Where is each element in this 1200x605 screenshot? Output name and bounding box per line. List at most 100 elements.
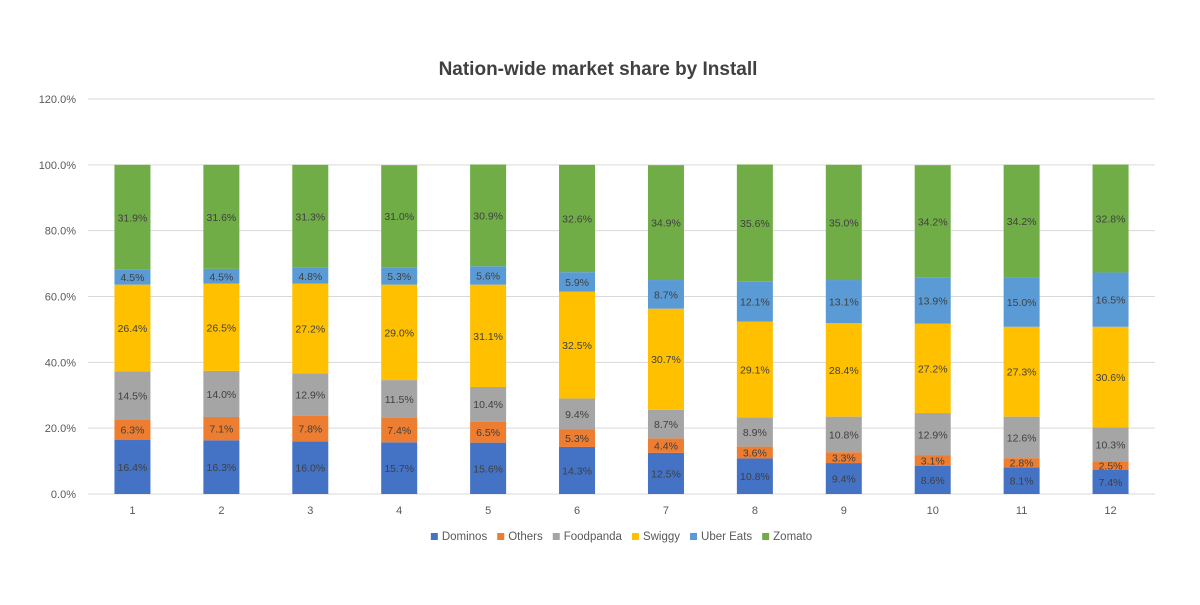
y-tick-label: 120.0%	[39, 94, 77, 106]
bar-segment	[825, 416, 862, 453]
x-tick-label: 8	[752, 505, 758, 517]
data-label: 35.6%	[740, 218, 770, 230]
data-label: 5.6%	[476, 270, 500, 282]
bar-segment	[470, 164, 507, 267]
data-label: 31.1%	[473, 331, 503, 343]
data-label: 10.8%	[740, 471, 770, 483]
data-label: 8.9%	[743, 427, 767, 439]
y-tick-label: 80.0%	[45, 226, 76, 238]
legend-label: Zomato	[773, 531, 812, 543]
bar-segment	[559, 291, 596, 399]
bar-segment	[736, 458, 773, 494]
bar-segment	[292, 267, 329, 284]
data-label: 15.7%	[384, 463, 414, 475]
data-label: 29.1%	[740, 364, 770, 376]
bar-segment	[203, 370, 240, 417]
data-label: 12.1%	[740, 297, 770, 309]
bar-segment	[647, 409, 684, 439]
data-label: 9.4%	[832, 474, 856, 486]
data-label: 31.0%	[384, 211, 414, 223]
bar-segment	[914, 465, 951, 494]
legend-swatch	[430, 533, 438, 540]
bar-segment	[825, 280, 862, 324]
data-label: 31.6%	[206, 212, 236, 224]
bar-segment	[559, 429, 596, 447]
data-label: 3.1%	[921, 456, 945, 468]
legend-label: Others	[508, 531, 543, 543]
data-label: 12.9%	[295, 389, 325, 401]
legend-swatch	[631, 533, 639, 540]
legend-swatch	[497, 533, 505, 540]
data-label: 34.2%	[1007, 216, 1037, 228]
data-label: 6.3%	[120, 425, 144, 437]
data-label: 4.5%	[209, 271, 233, 283]
chart-title: Nation-wide market share by Install	[439, 59, 758, 80]
bar-segment	[292, 283, 329, 374]
data-label: 28.4%	[829, 365, 859, 377]
x-tick-label: 9	[841, 505, 847, 517]
bar-segment	[736, 417, 773, 447]
bar-segment	[914, 277, 951, 324]
bar-segment	[114, 419, 151, 441]
legend: Dominos Others Foodpanda Swiggy Uber Eats Zom…	[430, 531, 812, 543]
data-label: 31.9%	[118, 212, 148, 224]
data-label: 30.6%	[1096, 372, 1126, 384]
bar-segment	[736, 164, 773, 282]
data-label: 15.6%	[473, 463, 503, 475]
data-label: 10.8%	[829, 429, 859, 441]
data-label: 11.5%	[385, 394, 414, 406]
bar-segment	[647, 452, 684, 494]
bar-segment	[559, 272, 596, 292]
bar-segment	[470, 387, 507, 422]
bar-segment	[203, 416, 240, 441]
bar-segment	[381, 267, 418, 285]
data-label: 27.2%	[918, 363, 948, 375]
bar-segment	[114, 371, 151, 420]
bar-segment	[1003, 458, 1040, 468]
bars	[114, 164, 1129, 494]
bar-segment	[647, 280, 684, 309]
legend-swatch	[762, 533, 770, 540]
data-label: 12.9%	[918, 429, 948, 441]
data-label: 12.5%	[651, 468, 681, 480]
y-tick-label: 60.0%	[45, 292, 76, 304]
bar-segment	[381, 380, 418, 418]
data-label: 31.3%	[295, 211, 325, 223]
bar-segment	[292, 373, 329, 416]
data-label: 13.1%	[829, 297, 859, 309]
bar-segment	[114, 164, 151, 270]
x-tick-label: 7	[663, 505, 669, 517]
x-tick-label: 4	[396, 505, 402, 517]
bar-segment	[1092, 272, 1129, 327]
data-label: 9.4%	[565, 409, 589, 421]
bar-segment	[736, 446, 773, 459]
data-label: 7.4%	[1099, 477, 1123, 489]
bar-segment	[1003, 467, 1040, 494]
y-tick-label: 100.0%	[39, 160, 77, 172]
data-label: 2.8%	[1010, 458, 1034, 470]
legend-item: Swiggy	[631, 531, 680, 543]
x-tick-label: 2	[218, 505, 224, 517]
y-axis-ticks: 0.0% 20.0% 40.0% 60.0% 80.0% 100.0% 120.0%	[39, 94, 77, 501]
legend-item: Others	[497, 531, 543, 543]
x-tick-label: 6	[574, 505, 580, 517]
legend-swatch	[552, 533, 560, 540]
data-label: 4.4%	[654, 441, 678, 453]
data-label: 16.0%	[295, 463, 325, 475]
legend-item: Uber Eats	[690, 531, 752, 543]
bar-segment	[470, 284, 507, 388]
data-label: 32.5%	[562, 340, 592, 352]
data-label: 14.0%	[206, 389, 236, 401]
data-label: 3.3%	[832, 453, 856, 465]
bar-segment	[381, 442, 418, 494]
legend-swatch	[690, 533, 698, 540]
data-label: 35.0%	[829, 217, 859, 229]
data-label: 10.4%	[473, 399, 503, 411]
bar-segment	[203, 440, 240, 494]
data-label: 5.9%	[565, 277, 589, 289]
y-tick-label: 20.0%	[45, 423, 76, 435]
data-label: 16.5%	[1096, 295, 1126, 307]
data-label: 5.3%	[387, 271, 411, 283]
